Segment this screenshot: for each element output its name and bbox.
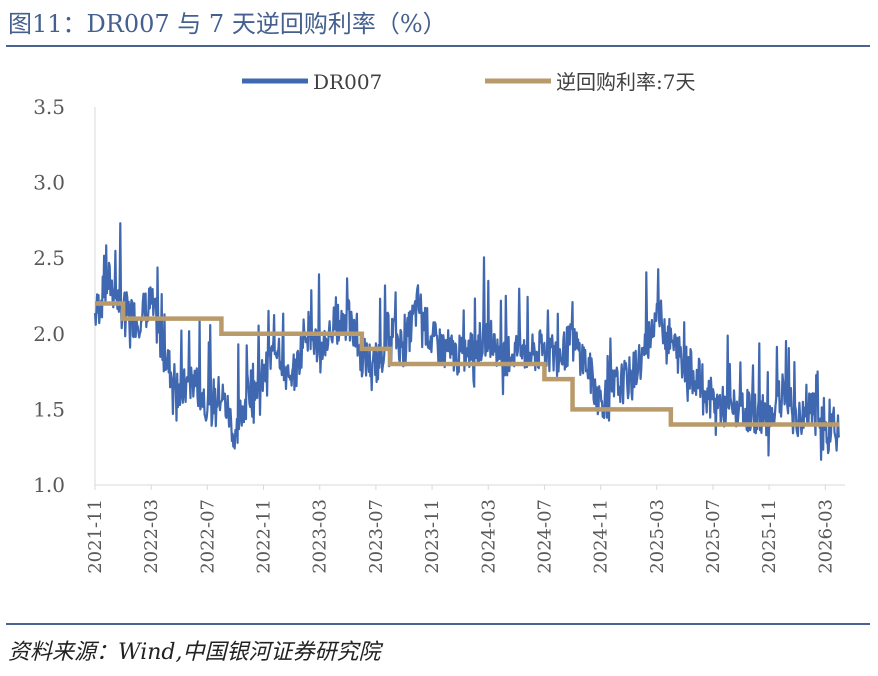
legend: DR007 逆回购利率:7天 bbox=[242, 70, 695, 94]
x-tick-label: 2026-03 bbox=[815, 499, 836, 574]
x-tick-label: 2023-03 bbox=[310, 499, 331, 574]
y-tick-label: 1.5 bbox=[33, 397, 65, 421]
axes: 1.0 1.5 2.0 2.5 3.0 3.5 2021-11 2022-03 2022-07 2… bbox=[33, 95, 845, 574]
chart: DR007 逆回购利率:7天 1.0 1.5 2.0 2.5 3.0 3.5 2021-11 2… bbox=[33, 70, 845, 574]
y-tick-label: 3.0 bbox=[33, 171, 65, 195]
title-divider bbox=[6, 45, 870, 47]
y-tick-label: 1.0 bbox=[33, 473, 65, 497]
legend-dr007-label: DR007 bbox=[313, 70, 382, 94]
x-tick-label: 2024-07 bbox=[534, 499, 555, 574]
x-tick-label: 2024-03 bbox=[478, 499, 499, 574]
legend-reverse-repo-label: 逆回购利率:7天 bbox=[556, 70, 695, 94]
y-tick-label: 3.5 bbox=[33, 95, 65, 119]
plot-area bbox=[93, 222, 841, 461]
footer-divider bbox=[6, 623, 870, 625]
series-reverse-repo-line bbox=[95, 301, 840, 427]
x-tick-label: 2021-11 bbox=[85, 499, 106, 574]
x-tick-label: 2024-11 bbox=[591, 499, 612, 574]
y-tick-label: 2.5 bbox=[33, 246, 65, 270]
x-tick-label: 2025-03 bbox=[647, 499, 668, 574]
x-tick-label: 2022-03 bbox=[141, 499, 162, 574]
x-tick-label: 2025-07 bbox=[703, 499, 724, 574]
y-tick-label: 2.0 bbox=[33, 322, 65, 346]
x-tick-label: 2022-11 bbox=[254, 499, 275, 574]
x-tick-label: 2023-11 bbox=[422, 499, 443, 574]
chart-title: 图11：DR007 与 7 天逆回购利率（%） bbox=[8, 10, 447, 38]
series-dr007-line bbox=[93, 222, 841, 461]
source-note: 资料来源：Wind,中国银河证券研究院 bbox=[8, 640, 381, 665]
x-tick-label: 2022-07 bbox=[197, 499, 218, 574]
x-tick-label: 2025-11 bbox=[759, 499, 780, 574]
x-tick-label: 2023-07 bbox=[366, 499, 387, 574]
